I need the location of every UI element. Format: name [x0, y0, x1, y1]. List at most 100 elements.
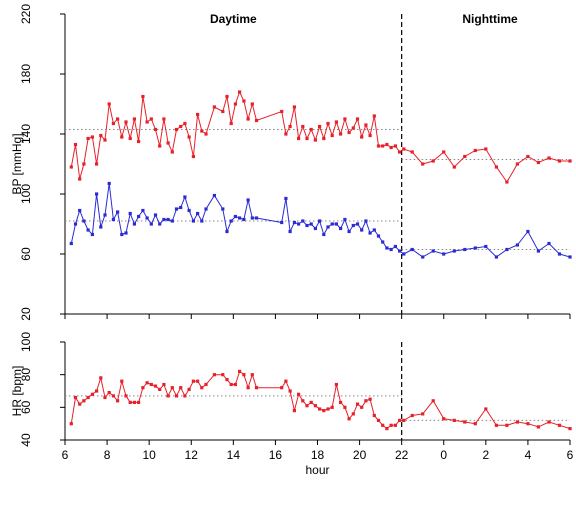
data-point [191, 154, 195, 159]
data-point [339, 400, 343, 404]
x-tick-label: 18 [311, 448, 325, 462]
data-point [313, 404, 317, 408]
data-point [179, 205, 183, 210]
data-point [90, 232, 94, 237]
data-point [137, 400, 141, 404]
data-point [145, 216, 149, 220]
data-point [128, 136, 132, 141]
data-point [86, 395, 90, 400]
data-point [128, 400, 132, 404]
data-point [536, 425, 540, 429]
data-point [242, 373, 246, 377]
data-point [368, 397, 372, 401]
data-point [372, 114, 376, 118]
data-point [254, 386, 259, 390]
data-point [301, 219, 305, 223]
data-point [120, 379, 124, 383]
data-point [301, 399, 305, 403]
data-point [174, 207, 179, 211]
data-point [187, 387, 191, 391]
data-point [334, 222, 338, 226]
data-point [132, 222, 136, 226]
data-point [431, 159, 435, 163]
data-point [568, 255, 572, 259]
data-point [212, 373, 216, 377]
data-point [376, 418, 381, 422]
data-point [385, 246, 389, 250]
data-point [82, 219, 86, 223]
data-point [166, 217, 170, 222]
data-point [120, 232, 124, 237]
data-point [318, 219, 322, 223]
data-point [355, 117, 360, 121]
hr-panel: 40 60 80 100 HR [bpm] 6 8 10 12 14 16 18 20 22 0 2 4 6 hou… [10, 332, 573, 477]
y-tick-label: 220 [19, 4, 33, 24]
data-point [132, 400, 136, 404]
data-point [364, 123, 368, 127]
data-point [305, 404, 309, 408]
data-point [103, 138, 107, 142]
data-point [174, 394, 179, 398]
data-point [183, 121, 187, 126]
data-point [494, 423, 498, 427]
data-point [99, 376, 103, 380]
data-point [246, 198, 250, 202]
data-point [124, 394, 128, 398]
data-point [505, 180, 509, 184]
data-point [381, 423, 385, 427]
data-point [297, 392, 301, 396]
data-point [200, 129, 204, 133]
data-point [547, 156, 551, 160]
period-label: Nighttime [462, 12, 518, 26]
data-point [95, 389, 99, 393]
data-point [505, 423, 509, 427]
data-point [421, 162, 425, 166]
data-point [82, 399, 86, 403]
data-point [158, 387, 162, 391]
data-point [292, 105, 296, 109]
data-point [297, 222, 301, 226]
data-point [250, 102, 254, 106]
data-point [246, 386, 250, 390]
data-point [536, 249, 540, 253]
data-point [78, 208, 82, 213]
data-point [347, 417, 351, 421]
data-point [107, 391, 111, 395]
data-point [174, 127, 179, 132]
data-point [124, 120, 128, 124]
data-point [343, 217, 347, 222]
data-point [225, 229, 229, 234]
data-point [326, 225, 330, 229]
data-point [398, 150, 402, 154]
data-point [410, 413, 414, 418]
data-point [322, 409, 326, 413]
data-point [149, 382, 153, 387]
data-point [107, 181, 111, 186]
data-point [170, 150, 174, 154]
data-point [153, 213, 158, 217]
data-point [494, 255, 498, 259]
data-point [568, 159, 572, 163]
data-point [116, 210, 120, 214]
data-point [297, 136, 301, 141]
data-point [360, 228, 364, 232]
x-tick-label: 6 [567, 448, 574, 462]
data-point [141, 208, 145, 213]
data-point [526, 229, 530, 234]
data-point [99, 133, 103, 138]
data-point [280, 386, 284, 390]
data-point [69, 165, 73, 169]
data-point [421, 255, 425, 259]
data-point [452, 249, 456, 253]
data-point [515, 162, 519, 166]
data-point [292, 220, 296, 225]
x-tick-label: 6 [62, 448, 69, 462]
data-point [187, 208, 191, 213]
data-point [242, 217, 246, 222]
data-point [355, 222, 360, 226]
y-tick-label: 60 [19, 247, 33, 261]
y-tick-label: 60 [19, 400, 33, 414]
data-point [557, 252, 562, 256]
data-point [132, 117, 136, 121]
data-point [288, 124, 292, 129]
